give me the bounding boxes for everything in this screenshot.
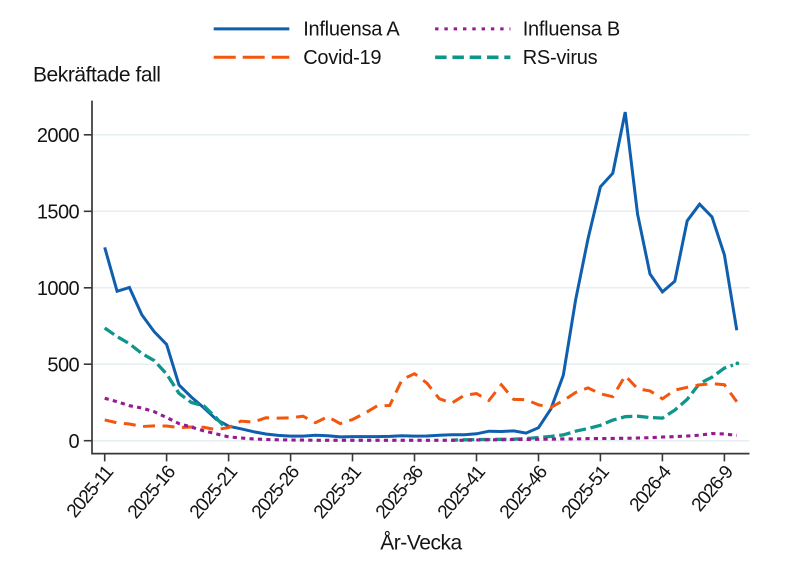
svg-text:RS-virus: RS-virus	[523, 47, 598, 69]
svg-text:1500: 1500	[37, 202, 80, 224]
svg-text:Bekräftade fall: Bekräftade fall	[33, 63, 161, 86]
svg-text:1000: 1000	[37, 278, 80, 300]
svg-text:500: 500	[47, 354, 79, 376]
svg-text:Influensa A: Influensa A	[303, 19, 400, 41]
svg-text:År-Vecka: År-Vecka	[380, 531, 462, 554]
svg-text:Covid-19: Covid-19	[303, 47, 381, 69]
svg-text:0: 0	[68, 431, 79, 453]
svg-text:Influensa B: Influensa B	[523, 19, 620, 41]
svg-text:2000: 2000	[37, 125, 80, 147]
